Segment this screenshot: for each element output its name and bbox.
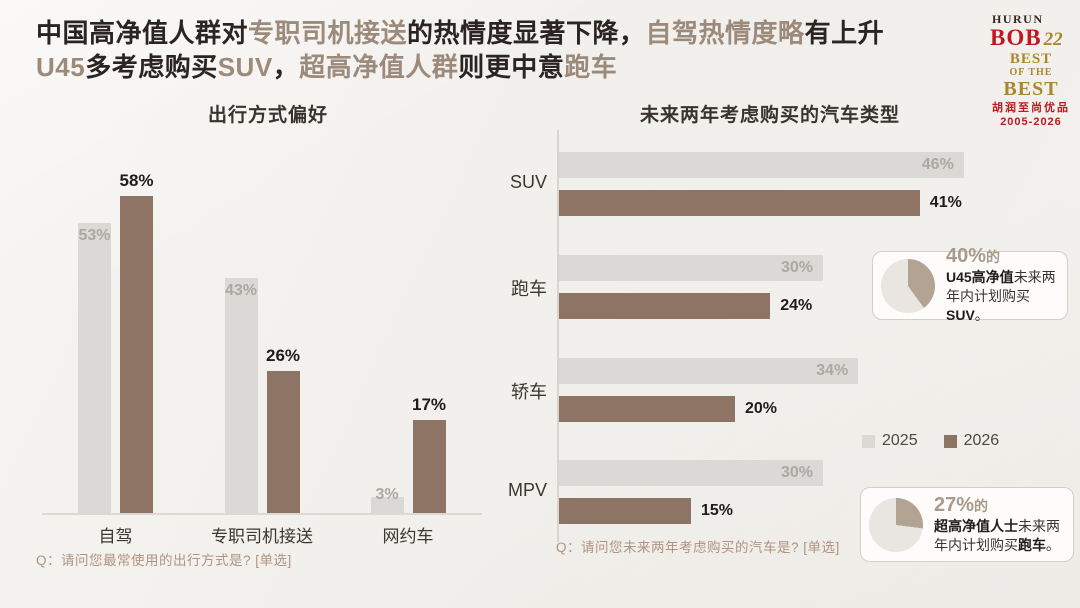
category-label-专职司机接送: 专职司机接送	[211, 527, 313, 546]
value-label-2026: 24%	[780, 297, 813, 314]
bar-2025-MPV	[559, 460, 823, 486]
hurun-bob-logo: HURUN BOB 22 BEST OF THE BEST 胡润至尚优品 200…	[986, 13, 1076, 128]
bar-2026-轿车	[559, 396, 735, 422]
headline-highlight: 自驾热情度略	[645, 18, 805, 48]
bar-2025-自驾	[78, 223, 111, 513]
category-label-MPV: MPV	[507, 480, 547, 500]
category-label-跑车: 跑车	[511, 279, 547, 299]
bar-2026-网约车	[412, 420, 446, 513]
pie-chart-icon	[869, 497, 923, 552]
headline-highlight: U45	[36, 52, 86, 82]
bar-2025-专职司机接送	[224, 277, 258, 513]
value-label-2025: 53%	[78, 227, 111, 245]
callout-text: 27%的 超高净值人士未来两 年内计划购买跑车。	[934, 493, 1060, 553]
bar-2026-MPV	[559, 498, 691, 524]
headline-text: 有上升	[804, 18, 885, 48]
value-label-2026: 41%	[929, 194, 962, 211]
right-chart-footnote: Q：请问您未来两年考虑购买的汽车是? [单选]	[556, 540, 840, 555]
value-label-2026: 15%	[701, 502, 734, 519]
legend-label-2025: 2025	[882, 432, 918, 449]
value-label-2026: 17%	[411, 395, 447, 414]
value-label-2025: 46%	[921, 156, 954, 173]
logo-edition: 22	[1043, 29, 1063, 50]
value-label-2026: 58%	[119, 170, 154, 190]
bar-2026-自驾	[120, 195, 153, 513]
value-label-2026: 20%	[745, 400, 778, 417]
bar-2025-轿车	[559, 358, 859, 384]
callout-percentage: 27%	[934, 493, 975, 516]
chart-legend: 2025 2026	[862, 432, 999, 450]
left-chart-footnote: Q：请问您最常使用的出行方式是? [单选]	[36, 553, 292, 568]
headline-text: 的热情度显著下降，	[407, 18, 646, 48]
travel-mode-chart: 53% 58% 自驾 43% 26% 专职司机接送 3% 17% 网约车	[40, 140, 486, 546]
bar-2025-网约车	[370, 496, 404, 513]
value-label-2025: 34%	[816, 362, 849, 379]
category-label-自驾: 自驾	[98, 527, 133, 546]
pie-chart-icon	[881, 258, 935, 313]
headline-highlight: 超高净值人群	[299, 52, 459, 82]
slide-headline: 中国高净值人群对专职司机接送的热情度显著下降，自驾热情度略有上升 U45多考虑购…	[36, 16, 884, 84]
right-chart-title: 未来两年考虑购买的汽车类型	[639, 105, 900, 126]
bar-2025-跑车	[559, 255, 823, 281]
y-axis-line	[557, 130, 559, 542]
headline-text: 则更中意	[458, 52, 565, 82]
car-type-chart: 46% 41% SUV 30% 24% 跑车 34% 20% 轿车 30% 15% MPV	[508, 130, 1077, 550]
legend-item-2026: 2026	[943, 432, 1000, 450]
value-label-2026: 26%	[265, 345, 301, 365]
headline-text: 多考虑购买	[85, 52, 218, 82]
value-label-2025: 3%	[375, 485, 399, 503]
bar-2026-SUV	[559, 190, 920, 216]
logo-best-2: OF THE	[1009, 67, 1053, 78]
legend-swatch-2025	[862, 434, 875, 448]
category-label-轿车: 轿车	[511, 382, 547, 402]
callout-percentage: 40%	[946, 245, 987, 267]
legend-swatch-2026	[943, 434, 957, 448]
headline-highlight: SUV	[217, 52, 273, 82]
logo-bob: BOB	[990, 25, 1042, 50]
headline-highlight: 专职司机接送	[248, 18, 408, 48]
value-label-2025: 30%	[780, 259, 813, 276]
left-chart-title: 出行方式偏好	[207, 105, 328, 126]
headline-text: 中国高净值人群对	[36, 18, 249, 48]
legend-item-2025: 2025	[862, 432, 918, 450]
category-label-网约车: 网约车	[382, 527, 434, 546]
callout-uhnw-sportscar: 27%的 超高净值人士未来两 年内计划购买跑车。	[860, 487, 1074, 562]
bar-2026-专职司机接送	[266, 370, 300, 513]
headline-line-2: U45多考虑购买SUV，超高净值人群则更中意跑车	[36, 50, 884, 84]
legend-label-2026: 2026	[963, 432, 1000, 449]
callout-text: 40%的 U45高净值未来两 年内计划购买SUV。	[946, 245, 1056, 324]
callout-u45-suv: 40%的 U45高净值未来两 年内计划购买SUV。	[872, 246, 1068, 323]
logo-bob-row: BOB 22	[990, 26, 1076, 49]
headline-text: ，	[272, 52, 300, 82]
logo-years: 2005-2026	[1000, 116, 1062, 128]
logo-best-1: BEST	[1009, 51, 1053, 67]
x-axis-line	[42, 513, 482, 515]
value-label-2025: 30%	[780, 464, 813, 481]
bar-2026-跑车	[559, 293, 771, 319]
headline-line-1: 中国高净值人群对专职司机接送的热情度显著下降，自驾热情度略有上升	[36, 16, 884, 50]
logo-chinese-name: 胡润至尚优品	[992, 102, 1070, 114]
category-label-SUV: SUV	[509, 172, 547, 192]
value-label-2025: 43%	[224, 281, 258, 299]
logo-brand: HURUN	[992, 12, 1044, 26]
logo-best-3: BEST	[1003, 78, 1059, 100]
bar-2025-SUV	[559, 152, 964, 178]
headline-highlight: 跑车	[564, 52, 618, 82]
